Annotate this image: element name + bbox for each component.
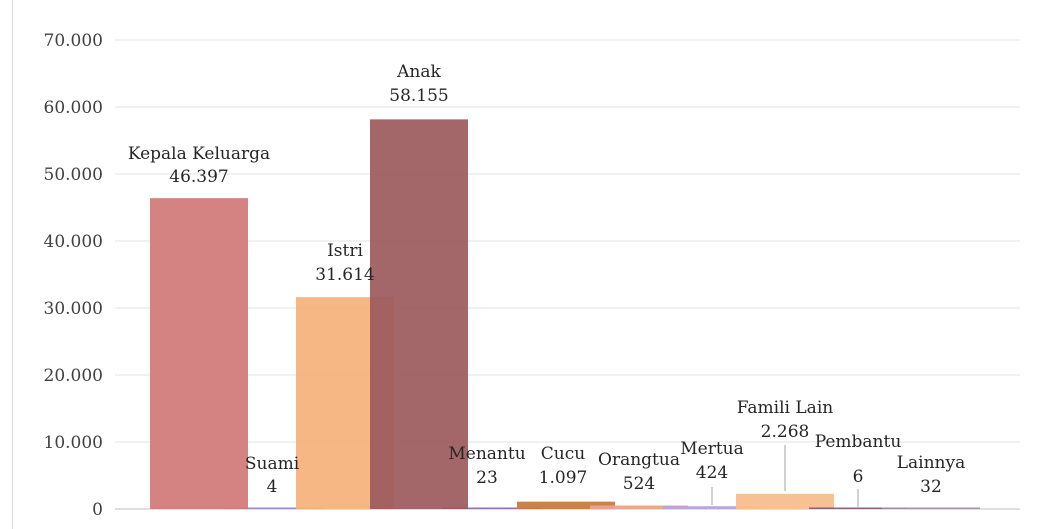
data-label-value: 58.155	[389, 86, 448, 106]
data-labels: Kepala Keluarga 46.397 Suami 4 Istri 31.614 An…	[128, 62, 965, 497]
data-label-value: 6	[853, 467, 864, 487]
data-label-category: Famili Lain	[737, 398, 833, 418]
y-tick-label: 10.000	[44, 433, 103, 453]
data-label-value: 424	[696, 463, 728, 483]
data-label-category: Anak	[396, 62, 441, 82]
data-label-value: 1.097	[539, 468, 588, 488]
y-axis-ticks: 0 10.000 20.000 30.000 40.000 50.000 60.000 70.…	[44, 31, 103, 520]
label-leader-lines	[711, 445, 859, 507]
data-label-category: Mertua	[680, 439, 744, 459]
chart-left-border	[12, 0, 13, 529]
bar-menantu	[443, 507, 541, 509]
data-label-value: 31.614	[315, 265, 374, 285]
data-label-category: Istri	[327, 241, 363, 261]
bar-cucu	[517, 501, 615, 509]
bar-famili-lain	[736, 493, 834, 509]
data-label-category: Lainnya	[897, 453, 966, 473]
data-label-value: 2.268	[761, 422, 810, 442]
data-label-value: 524	[623, 474, 655, 494]
data-label-value: 46.397	[169, 167, 228, 187]
data-label-category: Suami	[245, 454, 300, 474]
y-tick-label: 60.000	[44, 98, 103, 118]
bar-orangtua	[590, 505, 688, 509]
data-label-value: 32	[920, 477, 942, 497]
y-tick-label: 0	[92, 500, 103, 520]
data-label-value: 4	[267, 477, 278, 497]
data-label-value: 23	[476, 468, 498, 488]
data-label-category: Kepala Keluarga	[128, 144, 270, 164]
bar-anak	[370, 119, 468, 509]
bars	[150, 119, 980, 509]
bar-pembantu	[809, 507, 907, 509]
y-tick-label: 40.000	[44, 232, 103, 252]
bar-lainnya	[882, 507, 980, 509]
data-label-category: Menantu	[448, 444, 525, 464]
bar-kepala-keluarga	[150, 198, 248, 509]
y-tick-label: 30.000	[44, 299, 103, 319]
bar-suami	[223, 507, 323, 509]
y-tick-label: 70.000	[44, 31, 103, 51]
y-tick-label: 20.000	[44, 366, 103, 386]
bar-mertua	[663, 506, 761, 509]
data-label-category: Cucu	[541, 444, 585, 464]
y-tick-label: 50.000	[44, 165, 103, 185]
data-label-category: Pembantu	[815, 432, 902, 452]
data-label-category: Orangtua	[598, 450, 680, 470]
